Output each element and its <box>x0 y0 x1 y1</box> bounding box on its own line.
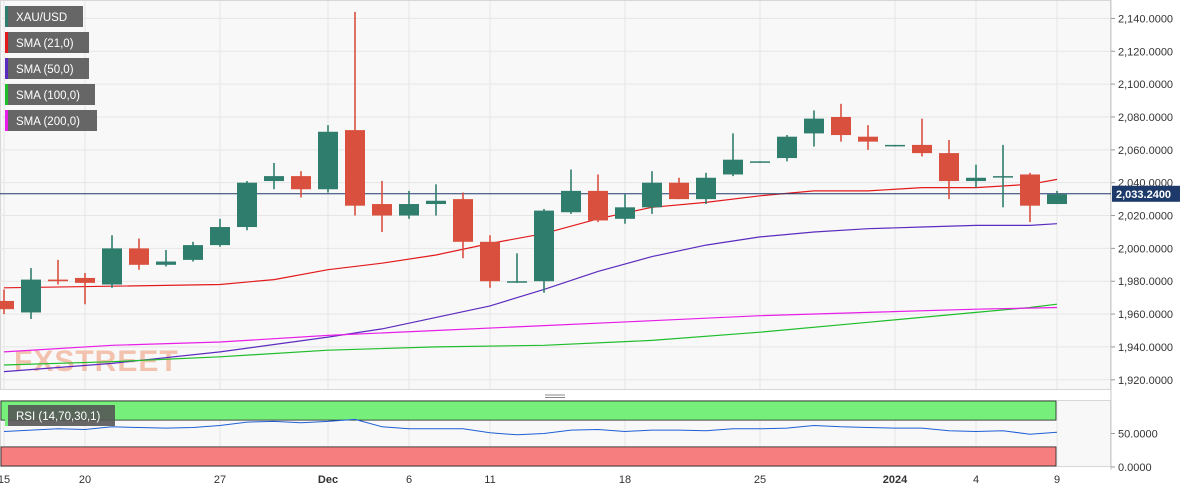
legend-item-label: XAU/USD <box>16 12 67 24</box>
x-tick-label: 9 <box>1054 474 1060 486</box>
candle-body <box>777 136 797 159</box>
candle-body <box>534 210 554 282</box>
rsi-legend-swatch <box>5 405 8 426</box>
candle-body <box>129 248 149 265</box>
legend-item-box <box>5 84 95 105</box>
legend-color-swatch <box>5 110 8 131</box>
y-tick-label: 2,120.0000 <box>1118 46 1173 58</box>
candle-body <box>453 199 473 242</box>
sma-line <box>3 306 1058 353</box>
candle-body <box>831 116 851 136</box>
candle-body <box>1047 194 1067 205</box>
candle-body <box>372 204 392 216</box>
candle-body <box>561 190 581 213</box>
candle-body <box>399 204 419 216</box>
candle-body <box>480 241 500 282</box>
main-panel <box>0 0 1111 390</box>
candle-body <box>264 176 284 182</box>
candle-body <box>723 159 743 175</box>
sma-line <box>3 223 1058 373</box>
x-tick-label: Dec <box>318 474 338 486</box>
candle-body <box>750 161 770 163</box>
legend-item-box <box>5 6 83 27</box>
candle-body <box>237 182 257 228</box>
rsi-legend-label: RSI (14,70,30,1) <box>16 411 101 423</box>
x-tick-label: 4 <box>973 474 979 486</box>
candle-body <box>21 279 41 313</box>
candle-body <box>318 131 338 190</box>
legend-color-swatch <box>5 58 8 79</box>
x-tick-label: 15 <box>0 474 10 486</box>
candle-body <box>939 153 959 182</box>
candle-body <box>156 261 176 265</box>
candle-body <box>588 190 608 221</box>
x-tick-label: 6 <box>406 474 412 486</box>
candle-body <box>48 279 68 282</box>
candle-body <box>858 136 878 142</box>
sma-line <box>3 303 1058 366</box>
candle-body <box>993 176 1013 178</box>
candle-body <box>426 200 446 205</box>
candle-body <box>75 277 95 283</box>
y-tick-label: 2,060.0000 <box>1118 145 1173 157</box>
candle-body <box>912 144 932 154</box>
watermark-logo: FXSTREET <box>14 345 179 378</box>
y-tick-label: 2,100.0000 <box>1118 79 1173 91</box>
x-tick-label: 27 <box>214 474 226 486</box>
y-tick-label: 1,960.0000 <box>1118 309 1173 321</box>
last-price-label: 2,033.2400 <box>1116 189 1171 201</box>
x-tick-label: 25 <box>754 474 766 486</box>
candle-body <box>615 207 635 219</box>
x-tick-label: 11 <box>484 474 495 486</box>
legend-item-label: SMA (100,0) <box>16 90 80 102</box>
candle-body <box>210 227 230 246</box>
candle-body <box>102 248 122 285</box>
y-tick-label: 2,000.0000 <box>1118 243 1173 255</box>
x-tick-label: 18 <box>619 474 631 486</box>
x-tick-label: 20 <box>79 474 91 486</box>
candle-body <box>1020 174 1040 206</box>
candle-body <box>0 300 14 310</box>
rsi-line <box>3 418 1058 436</box>
legend-color-swatch <box>5 84 8 105</box>
candle-body <box>669 182 689 200</box>
y-tick-label: 1,920.0000 <box>1118 375 1173 387</box>
y-tick-label: 2,140.0000 <box>1118 13 1173 25</box>
candle-body <box>804 118 824 134</box>
candle-body <box>507 281 527 283</box>
legend-item-label: SMA (200,0) <box>16 116 80 128</box>
legend-item-box <box>5 32 89 53</box>
rsi-y-tick-label: 0.0000 <box>1118 462 1152 474</box>
y-tick-label: 2,020.0000 <box>1118 211 1173 223</box>
candle-body <box>696 177 716 200</box>
legend-item-box <box>5 58 89 79</box>
candle-body <box>183 245 203 260</box>
y-tick-label: 1,940.0000 <box>1118 342 1173 354</box>
rsi-y-tick-label: 50.0000 <box>1118 429 1158 441</box>
candle-body <box>966 177 986 182</box>
legend-item-label: SMA (21,0) <box>16 38 74 50</box>
y-tick-label: 1,980.0000 <box>1118 276 1173 288</box>
rsi-overbought-zone <box>0 400 1057 421</box>
candle-body <box>885 144 905 147</box>
last-price-box <box>1112 185 1180 202</box>
candle-body <box>291 176 311 190</box>
legend-color-swatch <box>5 32 8 53</box>
rsi-oversold-zone <box>0 446 1057 467</box>
rsi-legend-box <box>5 405 115 426</box>
candle-body <box>345 130 365 206</box>
candle-body <box>642 182 662 208</box>
legend-item-box <box>5 110 97 131</box>
legend-item-label: SMA (50,0) <box>16 64 74 76</box>
legend-color-swatch <box>5 6 8 27</box>
y-tick-label: 2,080.0000 <box>1118 112 1173 124</box>
x-tick-label: 2024 <box>883 474 908 486</box>
